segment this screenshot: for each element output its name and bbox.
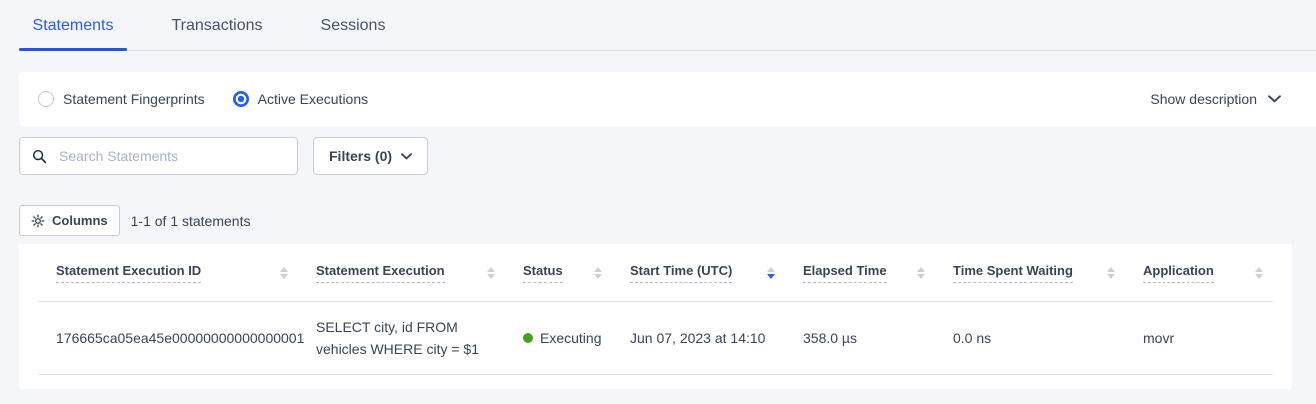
tab-statements[interactable]: Statements: [19, 0, 127, 51]
sort-icon: [487, 266, 495, 279]
sort-icon: [594, 266, 602, 279]
search-box: [19, 137, 298, 175]
radio-unselected-icon: [38, 91, 54, 107]
filters-button[interactable]: Filters (0): [313, 137, 429, 175]
cell-time-spent-waiting: 0.0 ns: [953, 330, 992, 346]
column-header-statement-execution-id[interactable]: Statement Execution ID: [38, 263, 298, 283]
radio-selected-icon: [232, 91, 249, 107]
show-description-label: Show description: [1150, 91, 1257, 107]
columns-label: Columns: [52, 213, 108, 228]
tab-transactions[interactable]: Transactions: [171, 16, 263, 34]
tab-bar: Statements Transactions Sessions: [0, 0, 1316, 51]
table-toolbar: Columns 1-1 of 1 statements: [19, 205, 1316, 236]
status-executing-dot-icon: [523, 333, 533, 343]
radio-active-executions[interactable]: Active Executions: [232, 91, 369, 107]
column-header-time-spent-waiting[interactable]: Time Spent Waiting: [935, 263, 1125, 283]
column-header-elapsed-time[interactable]: Elapsed Time: [785, 263, 935, 283]
cell-statement-execution: SELECT city, id FROM vehicles WHERE city…: [316, 319, 479, 357]
search-input[interactable]: [57, 147, 285, 165]
cell-start-time: Jun 07, 2023 at 14:10: [630, 330, 766, 346]
sort-icon: [917, 266, 925, 279]
columns-button[interactable]: Columns: [19, 205, 120, 236]
column-header-status[interactable]: Status: [505, 263, 612, 283]
sort-icon: [1255, 266, 1263, 279]
chevron-down-icon: [401, 152, 413, 159]
search-icon: [32, 149, 47, 163]
show-description-toggle[interactable]: Show description: [1150, 91, 1281, 107]
chevron-down-icon: [1268, 95, 1281, 103]
cell-application: movr: [1143, 330, 1175, 346]
table-row[interactable]: 176665ca05ea45e00000000000000001 SELECT …: [38, 302, 1273, 375]
cell-statement-execution-id: 176665ca05ea45e00000000000000001: [56, 330, 305, 346]
gear-icon: [31, 213, 45, 228]
table-header-row: Statement Execution ID Statement Executi…: [38, 244, 1273, 302]
cell-status: Executing: [505, 327, 612, 349]
search-controls: Filters (0): [19, 137, 1316, 175]
sort-desc-icon: [767, 266, 775, 279]
column-header-start-time[interactable]: Start Time (UTC): [612, 263, 785, 283]
sort-icon: [280, 266, 288, 279]
status-label: Executing: [540, 330, 602, 346]
cell-elapsed-time: 358.0 µs: [803, 330, 857, 346]
tab-divider: [19, 50, 1316, 51]
column-header-statement-execution[interactable]: Statement Execution: [298, 263, 505, 283]
filters-label: Filters (0): [329, 148, 393, 164]
radio-label: Statement Fingerprints: [63, 91, 205, 107]
statements-table: Statement Execution ID Statement Executi…: [19, 244, 1292, 389]
view-toggle-panel: Statement Fingerprints Active Executions…: [19, 72, 1316, 126]
tab-sessions[interactable]: Sessions: [320, 16, 386, 34]
radio-statement-fingerprints[interactable]: Statement Fingerprints: [38, 91, 205, 107]
results-count: 1-1 of 1 statements: [130, 212, 251, 229]
sort-icon: [1107, 266, 1115, 279]
column-header-application[interactable]: Application: [1125, 263, 1273, 283]
radio-label: Active Executions: [257, 91, 369, 107]
